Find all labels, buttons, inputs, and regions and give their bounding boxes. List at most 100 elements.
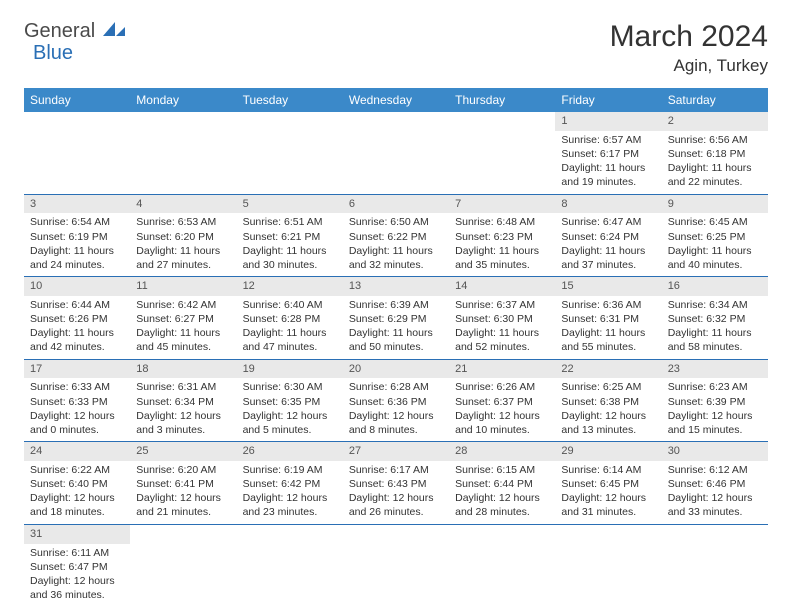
daylight-text: Daylight: 11 hours [561, 326, 655, 340]
sunrise-text: Sunrise: 6:34 AM [668, 298, 762, 312]
calendar-table: Sunday Monday Tuesday Wednesday Thursday… [24, 88, 768, 606]
day-number [555, 524, 661, 543]
day-number: 7 [449, 194, 555, 213]
sunrise-text: Sunrise: 6:17 AM [349, 463, 443, 477]
daylight-text: and 50 minutes. [349, 340, 443, 354]
daynum-row: 10111213141516 [24, 277, 768, 296]
day-header: Saturday [662, 88, 768, 112]
daylight-text: Daylight: 12 hours [136, 409, 230, 423]
day-cell: Sunrise: 6:47 AMSunset: 6:24 PMDaylight:… [555, 213, 661, 276]
day-cell: Sunrise: 6:15 AMSunset: 6:44 PMDaylight:… [449, 461, 555, 524]
day-cell [24, 131, 130, 194]
day-cell: Sunrise: 6:30 AMSunset: 6:35 PMDaylight:… [237, 378, 343, 441]
daylight-text: and 0 minutes. [30, 423, 124, 437]
logo-text-general: General [24, 20, 95, 43]
daylight-text: Daylight: 11 hours [349, 244, 443, 258]
daylight-text: and 28 minutes. [455, 505, 549, 519]
day-header: Thursday [449, 88, 555, 112]
sunset-text: Sunset: 6:26 PM [30, 312, 124, 326]
day-cell [662, 544, 768, 607]
daylight-text: and 45 minutes. [136, 340, 230, 354]
daylight-text: Daylight: 11 hours [668, 244, 762, 258]
sunset-text: Sunset: 6:42 PM [243, 477, 337, 491]
day-cell: Sunrise: 6:54 AMSunset: 6:19 PMDaylight:… [24, 213, 130, 276]
day-number: 14 [449, 277, 555, 296]
sunrise-text: Sunrise: 6:23 AM [668, 380, 762, 394]
location: Agin, Turkey [610, 56, 768, 76]
sunset-text: Sunset: 6:41 PM [136, 477, 230, 491]
sunrise-text: Sunrise: 6:45 AM [668, 215, 762, 229]
day-number: 21 [449, 359, 555, 378]
day-cell: Sunrise: 6:56 AMSunset: 6:18 PMDaylight:… [662, 131, 768, 194]
sunrise-text: Sunrise: 6:11 AM [30, 546, 124, 560]
daylight-text: and 31 minutes. [561, 505, 655, 519]
day-cell: Sunrise: 6:53 AMSunset: 6:20 PMDaylight:… [130, 213, 236, 276]
daylight-text: Daylight: 11 hours [30, 244, 124, 258]
sunrise-text: Sunrise: 6:22 AM [30, 463, 124, 477]
day-header: Friday [555, 88, 661, 112]
sunrise-text: Sunrise: 6:33 AM [30, 380, 124, 394]
sunrise-text: Sunrise: 6:51 AM [243, 215, 337, 229]
sunset-text: Sunset: 6:21 PM [243, 230, 337, 244]
day-cell: Sunrise: 6:17 AMSunset: 6:43 PMDaylight:… [343, 461, 449, 524]
sunset-text: Sunset: 6:38 PM [561, 395, 655, 409]
daylight-text: Daylight: 12 hours [349, 491, 443, 505]
day-cell: Sunrise: 6:37 AMSunset: 6:30 PMDaylight:… [449, 296, 555, 359]
daylight-text: Daylight: 12 hours [30, 409, 124, 423]
daylight-text: Daylight: 11 hours [243, 326, 337, 340]
day-cell: Sunrise: 6:57 AMSunset: 6:17 PMDaylight:… [555, 131, 661, 194]
daylight-text: and 35 minutes. [455, 258, 549, 272]
daylight-text: Daylight: 11 hours [561, 244, 655, 258]
sunrise-text: Sunrise: 6:48 AM [455, 215, 549, 229]
daylight-text: and 52 minutes. [455, 340, 549, 354]
day-cell: Sunrise: 6:51 AMSunset: 6:21 PMDaylight:… [237, 213, 343, 276]
day-cell: Sunrise: 6:23 AMSunset: 6:39 PMDaylight:… [662, 378, 768, 441]
day-number: 15 [555, 277, 661, 296]
daylight-text: and 58 minutes. [668, 340, 762, 354]
day-header: Sunday [24, 88, 130, 112]
sunrise-text: Sunrise: 6:25 AM [561, 380, 655, 394]
week-row: Sunrise: 6:54 AMSunset: 6:19 PMDaylight:… [24, 213, 768, 276]
daylight-text: and 26 minutes. [349, 505, 443, 519]
sunset-text: Sunset: 6:18 PM [668, 147, 762, 161]
title-block: March 2024 Agin, Turkey [610, 20, 768, 76]
sunset-text: Sunset: 6:34 PM [136, 395, 230, 409]
daylight-text: Daylight: 11 hours [561, 161, 655, 175]
sunrise-text: Sunrise: 6:14 AM [561, 463, 655, 477]
daynum-row: 24252627282930 [24, 442, 768, 461]
sunset-text: Sunset: 6:22 PM [349, 230, 443, 244]
sunrise-text: Sunrise: 6:56 AM [668, 133, 762, 147]
daylight-text: Daylight: 11 hours [30, 326, 124, 340]
day-cell [237, 131, 343, 194]
daylight-text: and 5 minutes. [243, 423, 337, 437]
day-cell: Sunrise: 6:45 AMSunset: 6:25 PMDaylight:… [662, 213, 768, 276]
sunset-text: Sunset: 6:47 PM [30, 560, 124, 574]
daylight-text: and 40 minutes. [668, 258, 762, 272]
sunrise-text: Sunrise: 6:20 AM [136, 463, 230, 477]
day-number: 19 [237, 359, 343, 378]
daylight-text: Daylight: 12 hours [30, 491, 124, 505]
sunrise-text: Sunrise: 6:19 AM [243, 463, 337, 477]
daynum-row: 3456789 [24, 194, 768, 213]
sunset-text: Sunset: 6:33 PM [30, 395, 124, 409]
sunrise-text: Sunrise: 6:26 AM [455, 380, 549, 394]
day-header: Tuesday [237, 88, 343, 112]
daylight-text: and 23 minutes. [243, 505, 337, 519]
daylight-text: Daylight: 11 hours [668, 161, 762, 175]
sunset-text: Sunset: 6:35 PM [243, 395, 337, 409]
day-cell: Sunrise: 6:31 AMSunset: 6:34 PMDaylight:… [130, 378, 236, 441]
day-number: 2 [662, 112, 768, 131]
week-row: Sunrise: 6:11 AMSunset: 6:47 PMDaylight:… [24, 544, 768, 607]
sunset-text: Sunset: 6:40 PM [30, 477, 124, 491]
sunrise-text: Sunrise: 6:44 AM [30, 298, 124, 312]
daynum-row: 12 [24, 112, 768, 131]
day-number: 5 [237, 194, 343, 213]
daylight-text: Daylight: 12 hours [349, 409, 443, 423]
day-header: Wednesday [343, 88, 449, 112]
sunset-text: Sunset: 6:46 PM [668, 477, 762, 491]
day-number: 3 [24, 194, 130, 213]
daynum-row: 31 [24, 524, 768, 543]
day-cell [343, 544, 449, 607]
day-number [237, 112, 343, 131]
daylight-text: Daylight: 12 hours [243, 409, 337, 423]
